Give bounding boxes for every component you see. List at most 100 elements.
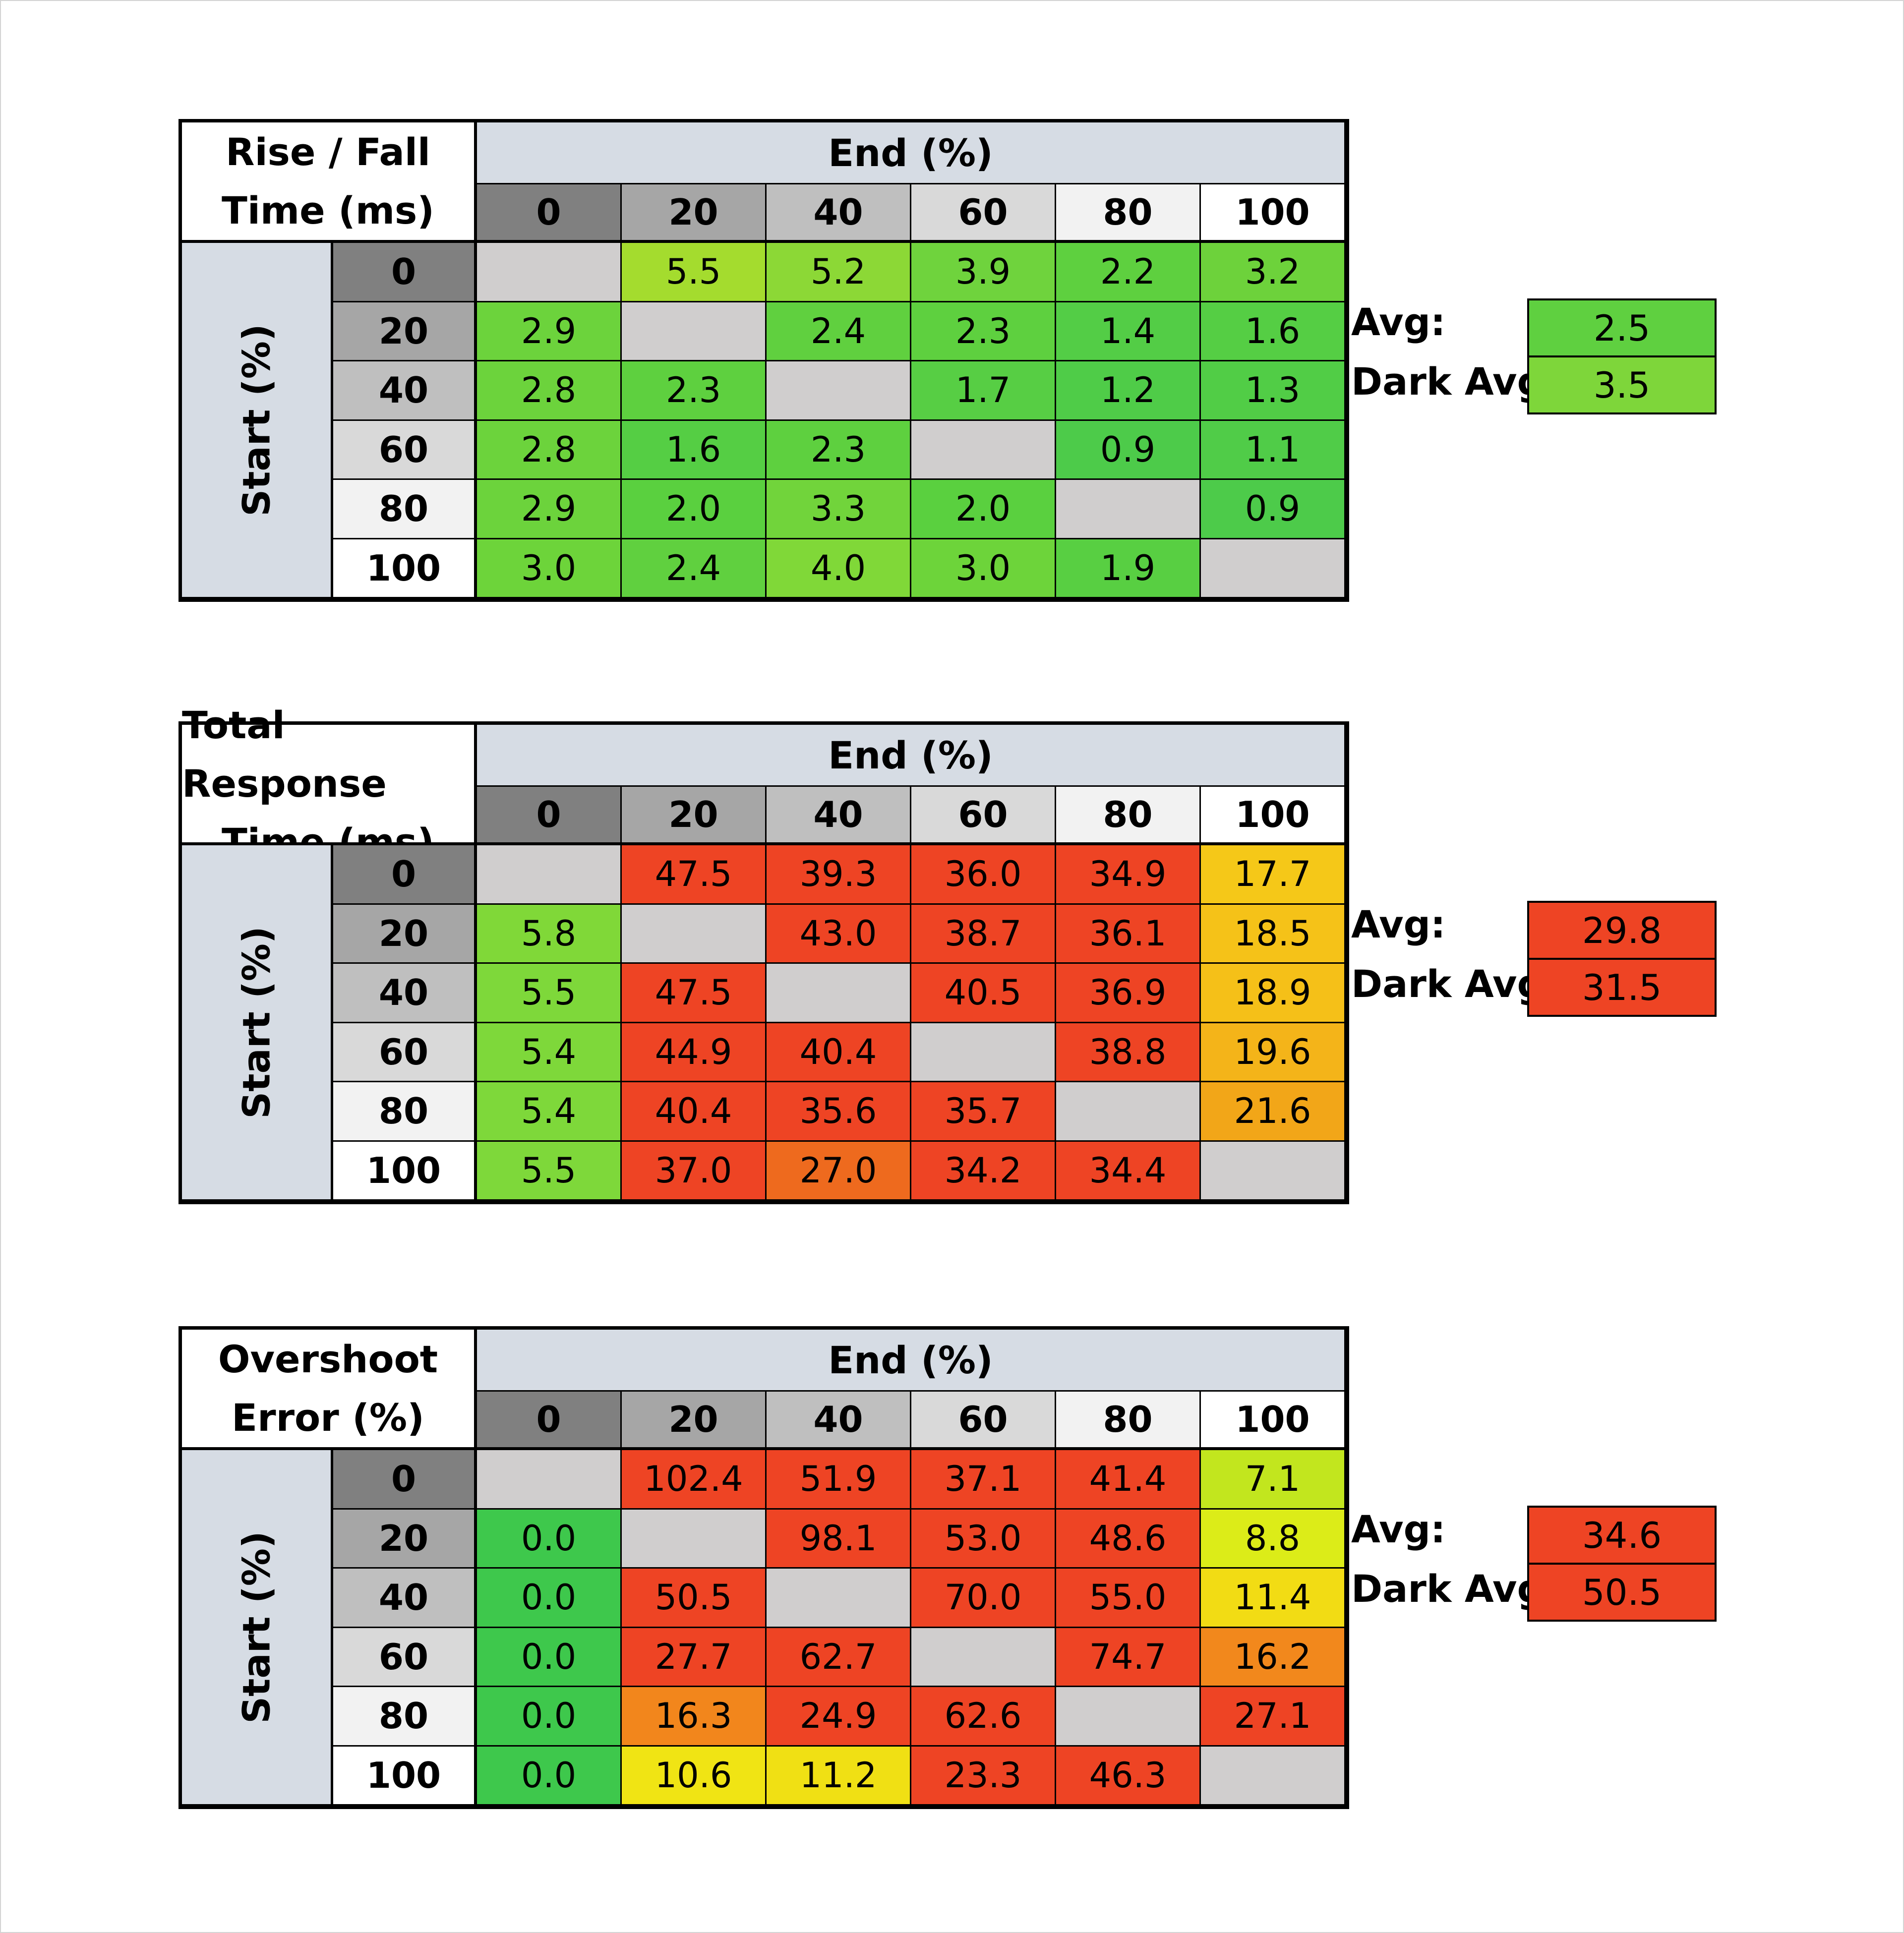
value-cell: 44.9 [622, 1023, 767, 1082]
value-cell: 5.4 [477, 1023, 622, 1082]
value-cell: 0.9 [1201, 480, 1346, 539]
column-header: 0 [477, 184, 622, 243]
value-cell: 34.9 [1056, 845, 1201, 905]
value-cell: 39.3 [767, 845, 911, 905]
diagonal-cell [1201, 1141, 1346, 1201]
diagonal-cell [477, 243, 622, 302]
value-cell: 11.2 [767, 1746, 911, 1806]
value-cell: 5.8 [477, 904, 622, 964]
column-header: 100 [1201, 787, 1346, 845]
value-cell: 74.7 [1056, 1628, 1201, 1687]
value-cell: 2.3 [767, 420, 911, 480]
start-axis-label: Start (%) [182, 243, 333, 598]
start-axis-text: Start (%) [234, 323, 279, 517]
value-cell: 2.8 [477, 361, 622, 421]
value-cell: 40.5 [911, 964, 1056, 1023]
value-cell: 36.0 [911, 845, 1056, 905]
value-cell: 40.4 [767, 1023, 911, 1082]
start-axis-label: Start (%) [182, 845, 333, 1201]
column-header: 60 [911, 184, 1056, 243]
value-cell: 1.1 [1201, 420, 1346, 480]
dark-avg-value: 3.5 [1527, 355, 1717, 414]
column-header: 0 [477, 1392, 622, 1450]
diagonal-cell [911, 420, 1056, 480]
value-cell: 1.2 [1056, 361, 1201, 421]
table-title-line: Total Response [182, 703, 387, 806]
value-cell: 35.6 [767, 1082, 911, 1142]
value-cell: 23.3 [911, 1746, 1056, 1806]
value-cell: 2.2 [1056, 243, 1201, 302]
value-cell: 37.1 [911, 1450, 1056, 1510]
heatmap-table-2: Total Response Time (ms) End (%) 0 20 40 60 80 1… [178, 703, 1717, 1212]
value-cell: 18.9 [1201, 964, 1346, 1023]
value-cell: 5.5 [477, 964, 622, 1023]
value-cell: 36.9 [1056, 964, 1201, 1023]
avg-label: Avg: [1351, 1507, 1446, 1551]
column-header: 20 [622, 184, 767, 243]
diagonal-cell [477, 1450, 622, 1510]
end-axis-label: End (%) [477, 725, 1346, 787]
value-cell: 2.3 [911, 302, 1056, 361]
value-cell: 24.9 [767, 1687, 911, 1747]
value-cell: 70.0 [911, 1569, 1056, 1628]
value-cell: 1.4 [1056, 302, 1201, 361]
row-header: 0 [333, 243, 477, 302]
value-cell: 27.0 [767, 1141, 911, 1201]
value-cell: 98.1 [767, 1509, 911, 1569]
value-cell: 0.0 [477, 1509, 622, 1569]
value-cell: 17.7 [1201, 845, 1346, 905]
avg-value: 29.8 [1527, 901, 1717, 960]
row-header: 80 [333, 1687, 477, 1747]
table-title: Total Response Time (ms) [182, 703, 477, 864]
value-cell: 35.7 [911, 1082, 1056, 1142]
value-cell: 2.9 [477, 302, 622, 361]
value-cell: 2.0 [911, 480, 1056, 539]
value-cell: 37.0 [622, 1141, 767, 1201]
value-cell: 47.5 [622, 845, 767, 905]
value-cell: 16.2 [1201, 1628, 1346, 1687]
diagonal-cell [477, 845, 622, 905]
value-cell: 47.5 [622, 964, 767, 1023]
value-cell: 41.4 [1056, 1450, 1201, 1510]
diagonal-cell [1201, 1746, 1346, 1806]
value-cell: 2.4 [767, 302, 911, 361]
value-cell: 10.6 [622, 1746, 767, 1806]
value-cell: 53.0 [911, 1509, 1056, 1569]
value-cell: 2.9 [477, 480, 622, 539]
row-header: 20 [333, 904, 477, 964]
value-cell: 0.9 [1056, 420, 1201, 480]
dark-avg-value: 31.5 [1527, 958, 1717, 1017]
row-header: 0 [333, 845, 477, 905]
heatmap-grid: Total Response Time (ms) End (%) 0 20 40 60 80 1… [178, 703, 1349, 1204]
start-axis-text: Start (%) [234, 926, 279, 1119]
avg-value: 2.5 [1527, 298, 1717, 357]
value-cell: 0.0 [477, 1569, 622, 1628]
diagonal-cell [622, 904, 767, 964]
start-axis-text: Start (%) [234, 1530, 279, 1724]
avg-label: Avg: [1351, 300, 1446, 344]
value-cell: 51.9 [767, 1450, 911, 1510]
value-cell: 62.7 [767, 1628, 911, 1687]
diagonal-cell [1056, 1687, 1201, 1747]
row-header: 40 [333, 964, 477, 1023]
row-header: 40 [333, 1569, 477, 1628]
column-header: 80 [1056, 184, 1201, 243]
diagonal-cell [1201, 539, 1346, 598]
value-cell: 8.8 [1201, 1509, 1346, 1569]
dark-avg-value: 50.5 [1527, 1563, 1717, 1622]
value-cell: 46.3 [1056, 1746, 1201, 1806]
diagonal-cell [1056, 1082, 1201, 1142]
row-header: 20 [333, 1509, 477, 1569]
column-header: 0 [477, 787, 622, 845]
value-cell: 3.0 [911, 539, 1056, 598]
value-cell: 34.4 [1056, 1141, 1201, 1201]
value-cell: 1.7 [911, 361, 1056, 421]
value-cell: 1.9 [1056, 539, 1201, 598]
row-header: 80 [333, 1082, 477, 1142]
diagonal-cell [767, 964, 911, 1023]
end-axis-label: End (%) [477, 122, 1346, 184]
start-axis-label: Start (%) [182, 1450, 333, 1806]
value-cell: 0.0 [477, 1628, 622, 1687]
diagonal-cell [622, 1509, 767, 1569]
